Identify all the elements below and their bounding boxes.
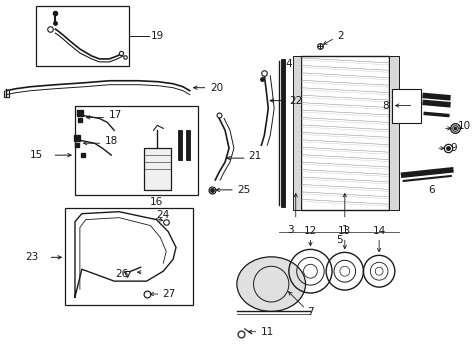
Text: 23: 23 (26, 252, 39, 262)
Text: 22: 22 (289, 96, 302, 105)
Text: 2: 2 (337, 31, 344, 41)
Ellipse shape (237, 257, 306, 311)
Bar (392, 89, 421, 124)
Bar (36, 6, 129, 66)
Text: 21: 21 (249, 151, 262, 161)
Text: 10: 10 (457, 121, 471, 132)
Text: 18: 18 (104, 136, 118, 146)
Bar (293, 56, 301, 210)
Text: 6: 6 (428, 185, 435, 195)
Bar (301, 56, 389, 210)
Text: 26: 26 (116, 269, 129, 279)
Bar (144, 148, 171, 190)
Text: 8: 8 (383, 101, 389, 111)
Text: 7: 7 (308, 307, 314, 317)
Text: 20: 20 (210, 83, 224, 93)
Text: 9: 9 (451, 143, 457, 153)
Text: 19: 19 (151, 31, 164, 41)
Text: 12: 12 (304, 226, 317, 236)
Text: 13: 13 (338, 226, 351, 236)
Text: 3: 3 (288, 224, 294, 235)
Text: 11: 11 (260, 327, 273, 337)
Text: 16: 16 (150, 197, 163, 207)
Bar (65, 208, 193, 305)
Text: 5: 5 (337, 235, 343, 245)
Text: 27: 27 (162, 289, 175, 299)
Text: 4: 4 (286, 59, 292, 69)
Text: 25: 25 (237, 185, 250, 195)
Text: 1: 1 (341, 224, 348, 235)
Text: 14: 14 (373, 226, 386, 236)
Text: 17: 17 (109, 110, 122, 120)
Bar (75, 105, 198, 195)
Text: 24: 24 (156, 210, 170, 220)
Bar (389, 56, 399, 210)
Text: 15: 15 (29, 150, 43, 160)
